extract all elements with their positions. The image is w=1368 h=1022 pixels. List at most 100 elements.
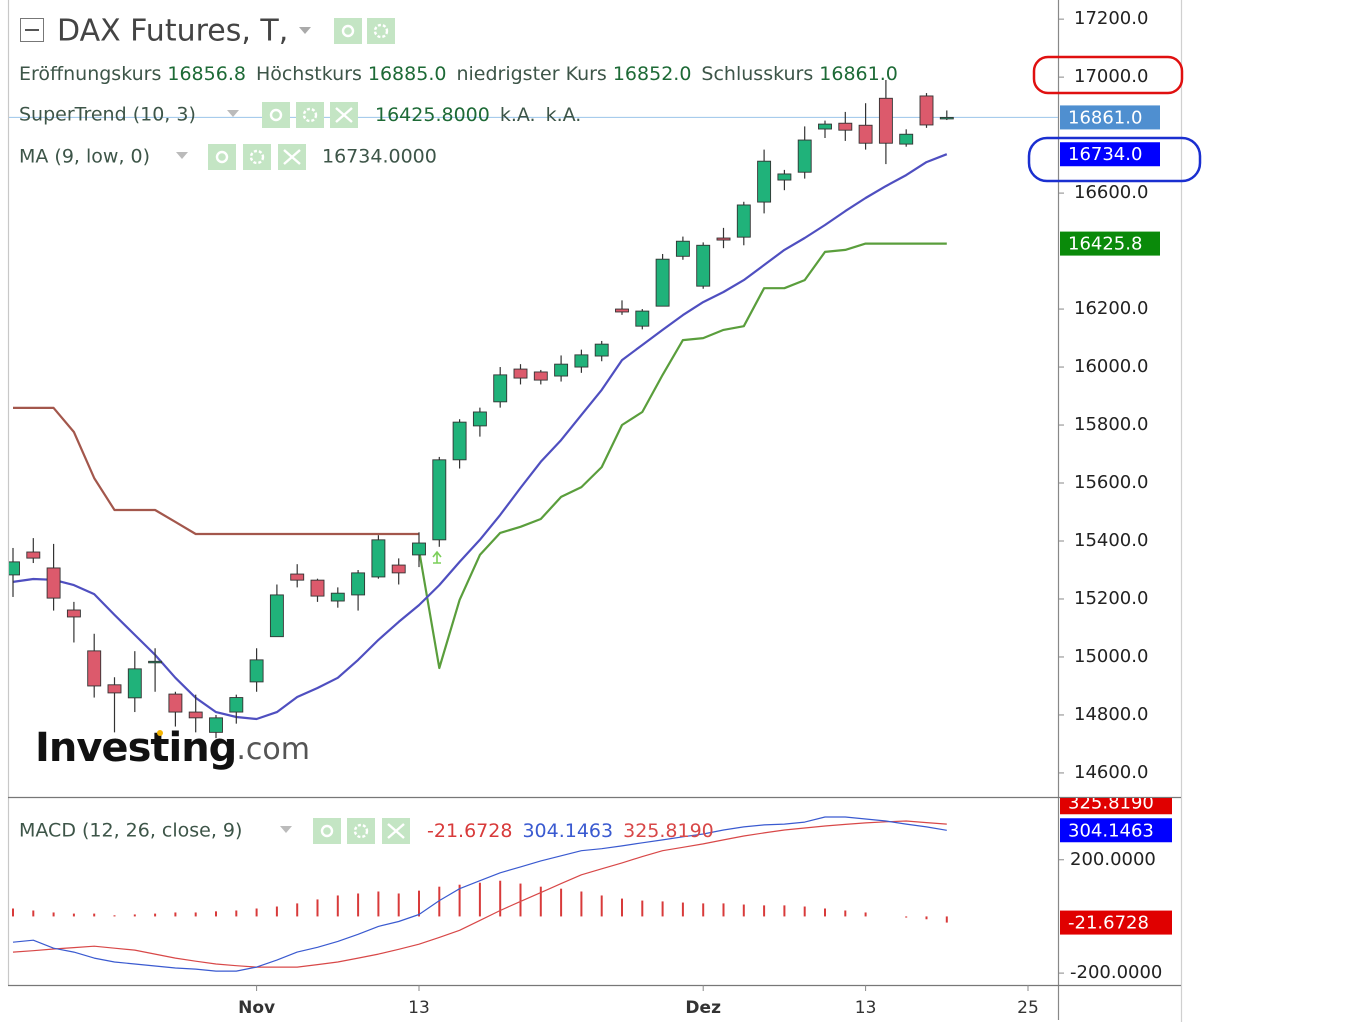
- watermark: Investing.com: [35, 725, 310, 771]
- candle-body: [290, 573, 305, 581]
- legend-value: 16861.0: [819, 63, 898, 85]
- y-tick-label: 14800.0: [1074, 704, 1148, 725]
- y-tick-label: 15800.0: [1074, 414, 1148, 435]
- legend-value: 16856.8: [167, 63, 246, 85]
- macd-icons[interactable]: [313, 818, 410, 844]
- candle-body: [675, 240, 690, 257]
- candle-body: [594, 343, 609, 357]
- y-tick-label: 16000.0: [1074, 356, 1148, 377]
- candle-body: [818, 123, 832, 130]
- price-pane: [9, 80, 1058, 739]
- dropdown[interactable]: [227, 110, 239, 117]
- dropdown[interactable]: [176, 152, 188, 159]
- candle-body: [249, 659, 264, 683]
- candle-body: [493, 374, 508, 403]
- candle-body: [351, 572, 366, 596]
- legend-label: niedrigster Kurs: [456, 63, 606, 85]
- x-tick-label: 13: [408, 998, 430, 1018]
- candle-body: [899, 133, 914, 145]
- legend-label: Schlusskurs: [701, 63, 813, 85]
- candle-body: [310, 579, 325, 597]
- y-tick-label: 17200.0: [1074, 8, 1148, 29]
- candle-body: [797, 139, 812, 173]
- candle-body: [209, 717, 223, 733]
- candle-body: [371, 539, 386, 578]
- price-badge: [1060, 231, 1160, 256]
- watermark-dot: [157, 730, 163, 736]
- candle-body: [432, 459, 447, 541]
- candle-body: [635, 310, 650, 327]
- candle-body: [757, 160, 772, 203]
- candle-body: [168, 693, 183, 713]
- frame: [7, 0, 1183, 1022]
- supertrend-icons[interactable]: [262, 102, 358, 128]
- candle-body: [9, 561, 20, 576]
- legend-label: Eröffnungskurs: [19, 63, 161, 85]
- price-badge-label: 325.8190: [1068, 792, 1154, 813]
- macd-pane: [12, 816, 948, 972]
- title-icons[interactable]: [334, 18, 395, 44]
- ohlc-legend: Eröffnungskurs 16856.8 Höchstkurs 16885.0 ni…: [19, 63, 898, 85]
- macd-legend: MACD (12, 26, close, 9): [19, 820, 242, 842]
- y-tick-label: 14600.0: [1074, 762, 1148, 783]
- x-tick-label: Dez: [685, 998, 721, 1018]
- legend-value: k.A.: [546, 104, 582, 126]
- price-badge-label: 304.1463: [1068, 820, 1154, 841]
- price-badge: [1060, 910, 1172, 935]
- macd-axis: 200.0000 -200.0000 325.8190 304.1463 -21.672…: [1058, 792, 1172, 983]
- candle-body: [412, 542, 426, 556]
- ma-icons[interactable]: [208, 144, 306, 170]
- annotation-oval: [1027, 136, 1202, 183]
- price-badge-label: 16734.0: [1068, 144, 1142, 165]
- y-tick-label: 200.0000: [1070, 849, 1156, 870]
- y-tick-label: 15200.0: [1074, 588, 1148, 609]
- watermark-suffix: .com: [236, 732, 310, 767]
- candle-body: [696, 244, 711, 287]
- candle-body: [574, 354, 589, 368]
- candle-body: [188, 711, 203, 719]
- x-tick-label: 13: [855, 998, 877, 1018]
- y-tick-label: 16200.0: [1074, 298, 1148, 319]
- candle-body: [716, 237, 731, 241]
- legend-value: 16852.0: [613, 63, 692, 85]
- ma-line: [12, 153, 948, 721]
- y-tick-label: 16600.0: [1074, 182, 1148, 203]
- legend-value: k.A.: [500, 104, 536, 126]
- legend-value: -21.6728: [427, 820, 512, 842]
- price-badge-label: 16425.8: [1068, 234, 1142, 255]
- candle-body: [66, 609, 81, 618]
- time-axis: Nov 13 Dez 13 25: [238, 985, 1039, 1018]
- candle-body: [736, 204, 751, 238]
- candle-body: [513, 368, 528, 379]
- legend-value: 16885.0: [368, 63, 447, 85]
- annotation-oval: [1032, 55, 1184, 95]
- candle-body: [919, 95, 934, 126]
- price-badge-label: 16861.0: [1068, 107, 1142, 128]
- dropdown[interactable]: [299, 27, 311, 34]
- supertrend-values: 16425.8000 k.A. k.A.: [375, 104, 581, 126]
- candle-body: [269, 594, 284, 638]
- x-tick-label: 25: [1017, 998, 1039, 1018]
- price-badge: [1060, 142, 1160, 167]
- candle-body: [615, 308, 629, 313]
- candle-body: [127, 668, 142, 699]
- watermark-brand: Investing: [35, 725, 236, 771]
- y-tick-label: 17000.0: [1074, 66, 1148, 87]
- candle-body: [838, 122, 853, 131]
- legend-value: 16425.8000: [375, 104, 490, 126]
- candle-body: [330, 592, 345, 602]
- macd-line: [12, 816, 947, 972]
- candle-body: [26, 551, 41, 559]
- price-badge: [1060, 818, 1172, 843]
- supertrend-line: [417, 242, 947, 670]
- candle-body: [878, 97, 893, 144]
- signal-line: [12, 820, 947, 968]
- supertrend-line: [13, 406, 419, 536]
- candle-body: [391, 564, 406, 574]
- dropdown[interactable]: [280, 826, 292, 833]
- candle-body: [554, 363, 569, 377]
- price-badge: [1060, 105, 1160, 130]
- supertrend-legend: SuperTrend (10, 3): [19, 104, 196, 126]
